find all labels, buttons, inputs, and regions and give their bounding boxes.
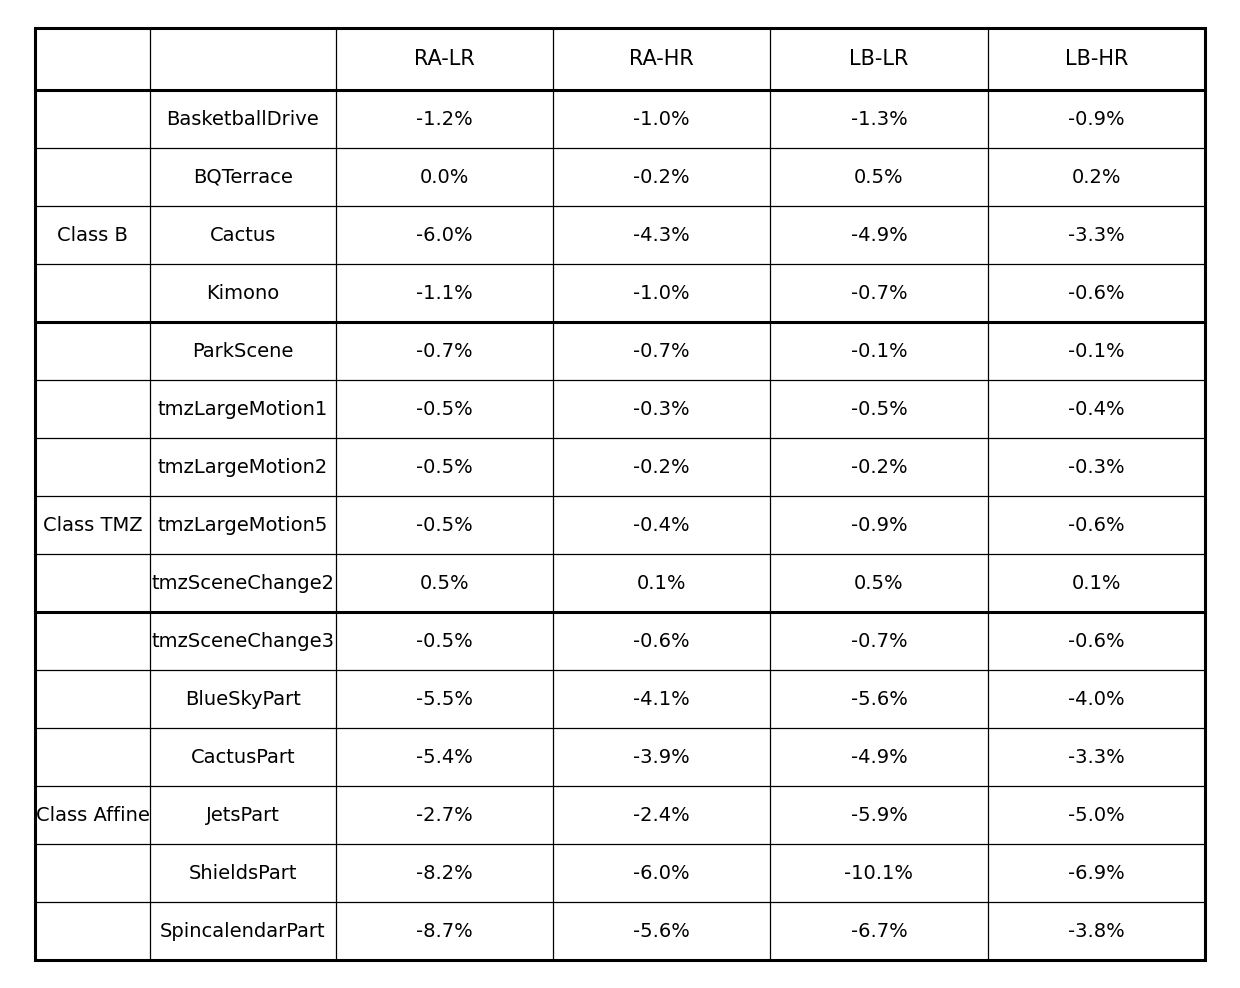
Text: 0.0%: 0.0% <box>419 168 469 187</box>
Text: BQTerrace: BQTerrace <box>193 168 293 187</box>
Text: -0.7%: -0.7% <box>634 342 689 361</box>
Text: Kimono: Kimono <box>206 284 279 302</box>
Text: -0.6%: -0.6% <box>634 631 689 650</box>
Text: -1.0%: -1.0% <box>634 284 689 302</box>
Text: BlueSkyPart: BlueSkyPart <box>185 690 301 708</box>
Text: -4.3%: -4.3% <box>634 225 689 245</box>
Text: -0.6%: -0.6% <box>1068 516 1125 535</box>
Text: -10.1%: -10.1% <box>844 864 914 882</box>
Text: -3.3%: -3.3% <box>1068 748 1125 767</box>
Text: -0.5%: -0.5% <box>415 516 472 535</box>
Text: -0.2%: -0.2% <box>851 457 908 476</box>
Text: -0.5%: -0.5% <box>415 399 472 419</box>
Text: -0.3%: -0.3% <box>1068 457 1125 476</box>
Text: 0.2%: 0.2% <box>1071 168 1121 187</box>
Text: -5.0%: -5.0% <box>1068 805 1125 825</box>
Text: -0.6%: -0.6% <box>1068 284 1125 302</box>
Text: 0.1%: 0.1% <box>637 574 686 593</box>
Text: -4.0%: -4.0% <box>1068 690 1125 708</box>
Text: -0.4%: -0.4% <box>1068 399 1125 419</box>
Text: -0.3%: -0.3% <box>634 399 689 419</box>
Text: -6.0%: -6.0% <box>634 864 689 882</box>
Text: -0.1%: -0.1% <box>851 342 908 361</box>
Text: -0.2%: -0.2% <box>634 168 689 187</box>
Text: -0.7%: -0.7% <box>415 342 472 361</box>
Text: -0.9%: -0.9% <box>851 516 908 535</box>
Text: -3.9%: -3.9% <box>634 748 689 767</box>
Text: -8.2%: -8.2% <box>415 864 472 882</box>
Text: -1.1%: -1.1% <box>415 284 472 302</box>
Text: -4.9%: -4.9% <box>851 748 908 767</box>
Text: SpincalendarPart: SpincalendarPart <box>160 922 326 941</box>
Text: JetsPart: JetsPart <box>206 805 280 825</box>
Text: RA-LR: RA-LR <box>414 49 475 69</box>
Text: -0.5%: -0.5% <box>415 457 472 476</box>
Text: tmzLargeMotion5: tmzLargeMotion5 <box>157 516 329 535</box>
Text: CactusPart: CactusPart <box>191 748 295 767</box>
Text: -4.9%: -4.9% <box>851 225 908 245</box>
Text: tmzLargeMotion1: tmzLargeMotion1 <box>157 399 329 419</box>
Text: -0.7%: -0.7% <box>851 631 908 650</box>
Text: tmzSceneChange3: tmzSceneChange3 <box>151 631 335 650</box>
Text: Class B: Class B <box>57 225 128 245</box>
Text: 0.1%: 0.1% <box>1071 574 1121 593</box>
Text: -2.4%: -2.4% <box>634 805 689 825</box>
Text: -0.1%: -0.1% <box>1068 342 1125 361</box>
Text: Class TMZ: Class TMZ <box>43 516 143 535</box>
Text: -0.5%: -0.5% <box>415 631 472 650</box>
Text: -0.7%: -0.7% <box>851 284 908 302</box>
Text: -5.6%: -5.6% <box>851 690 908 708</box>
Text: -0.4%: -0.4% <box>634 516 689 535</box>
Text: -1.0%: -1.0% <box>634 110 689 128</box>
Text: ShieldsPart: ShieldsPart <box>188 864 298 882</box>
Text: -0.6%: -0.6% <box>1068 631 1125 650</box>
Text: Class Affine: Class Affine <box>36 805 150 825</box>
Text: -0.2%: -0.2% <box>634 457 689 476</box>
Text: -5.9%: -5.9% <box>851 805 908 825</box>
Text: LB-LR: LB-LR <box>849 49 909 69</box>
Text: 0.5%: 0.5% <box>854 168 904 187</box>
Text: LB-HR: LB-HR <box>1065 49 1128 69</box>
Text: -5.4%: -5.4% <box>415 748 472 767</box>
Text: -1.2%: -1.2% <box>415 110 472 128</box>
Text: Cactus: Cactus <box>210 225 277 245</box>
Text: -1.3%: -1.3% <box>851 110 908 128</box>
Text: -8.7%: -8.7% <box>415 922 472 941</box>
Text: -0.9%: -0.9% <box>1068 110 1125 128</box>
Text: ParkScene: ParkScene <box>192 342 294 361</box>
Text: tmzSceneChange2: tmzSceneChange2 <box>151 574 335 593</box>
Text: -5.5%: -5.5% <box>415 690 472 708</box>
Text: -5.6%: -5.6% <box>634 922 689 941</box>
Text: -6.7%: -6.7% <box>851 922 908 941</box>
Text: -6.0%: -6.0% <box>415 225 472 245</box>
Text: -4.1%: -4.1% <box>634 690 689 708</box>
Text: 0.5%: 0.5% <box>419 574 469 593</box>
Text: -0.5%: -0.5% <box>851 399 908 419</box>
Text: tmzLargeMotion2: tmzLargeMotion2 <box>157 457 329 476</box>
Text: -6.9%: -6.9% <box>1068 864 1125 882</box>
Text: -3.3%: -3.3% <box>1068 225 1125 245</box>
Text: 0.5%: 0.5% <box>854 574 904 593</box>
Text: -2.7%: -2.7% <box>415 805 472 825</box>
Text: BasketballDrive: BasketballDrive <box>166 110 319 128</box>
Text: -3.8%: -3.8% <box>1068 922 1125 941</box>
Text: RA-HR: RA-HR <box>629 49 694 69</box>
